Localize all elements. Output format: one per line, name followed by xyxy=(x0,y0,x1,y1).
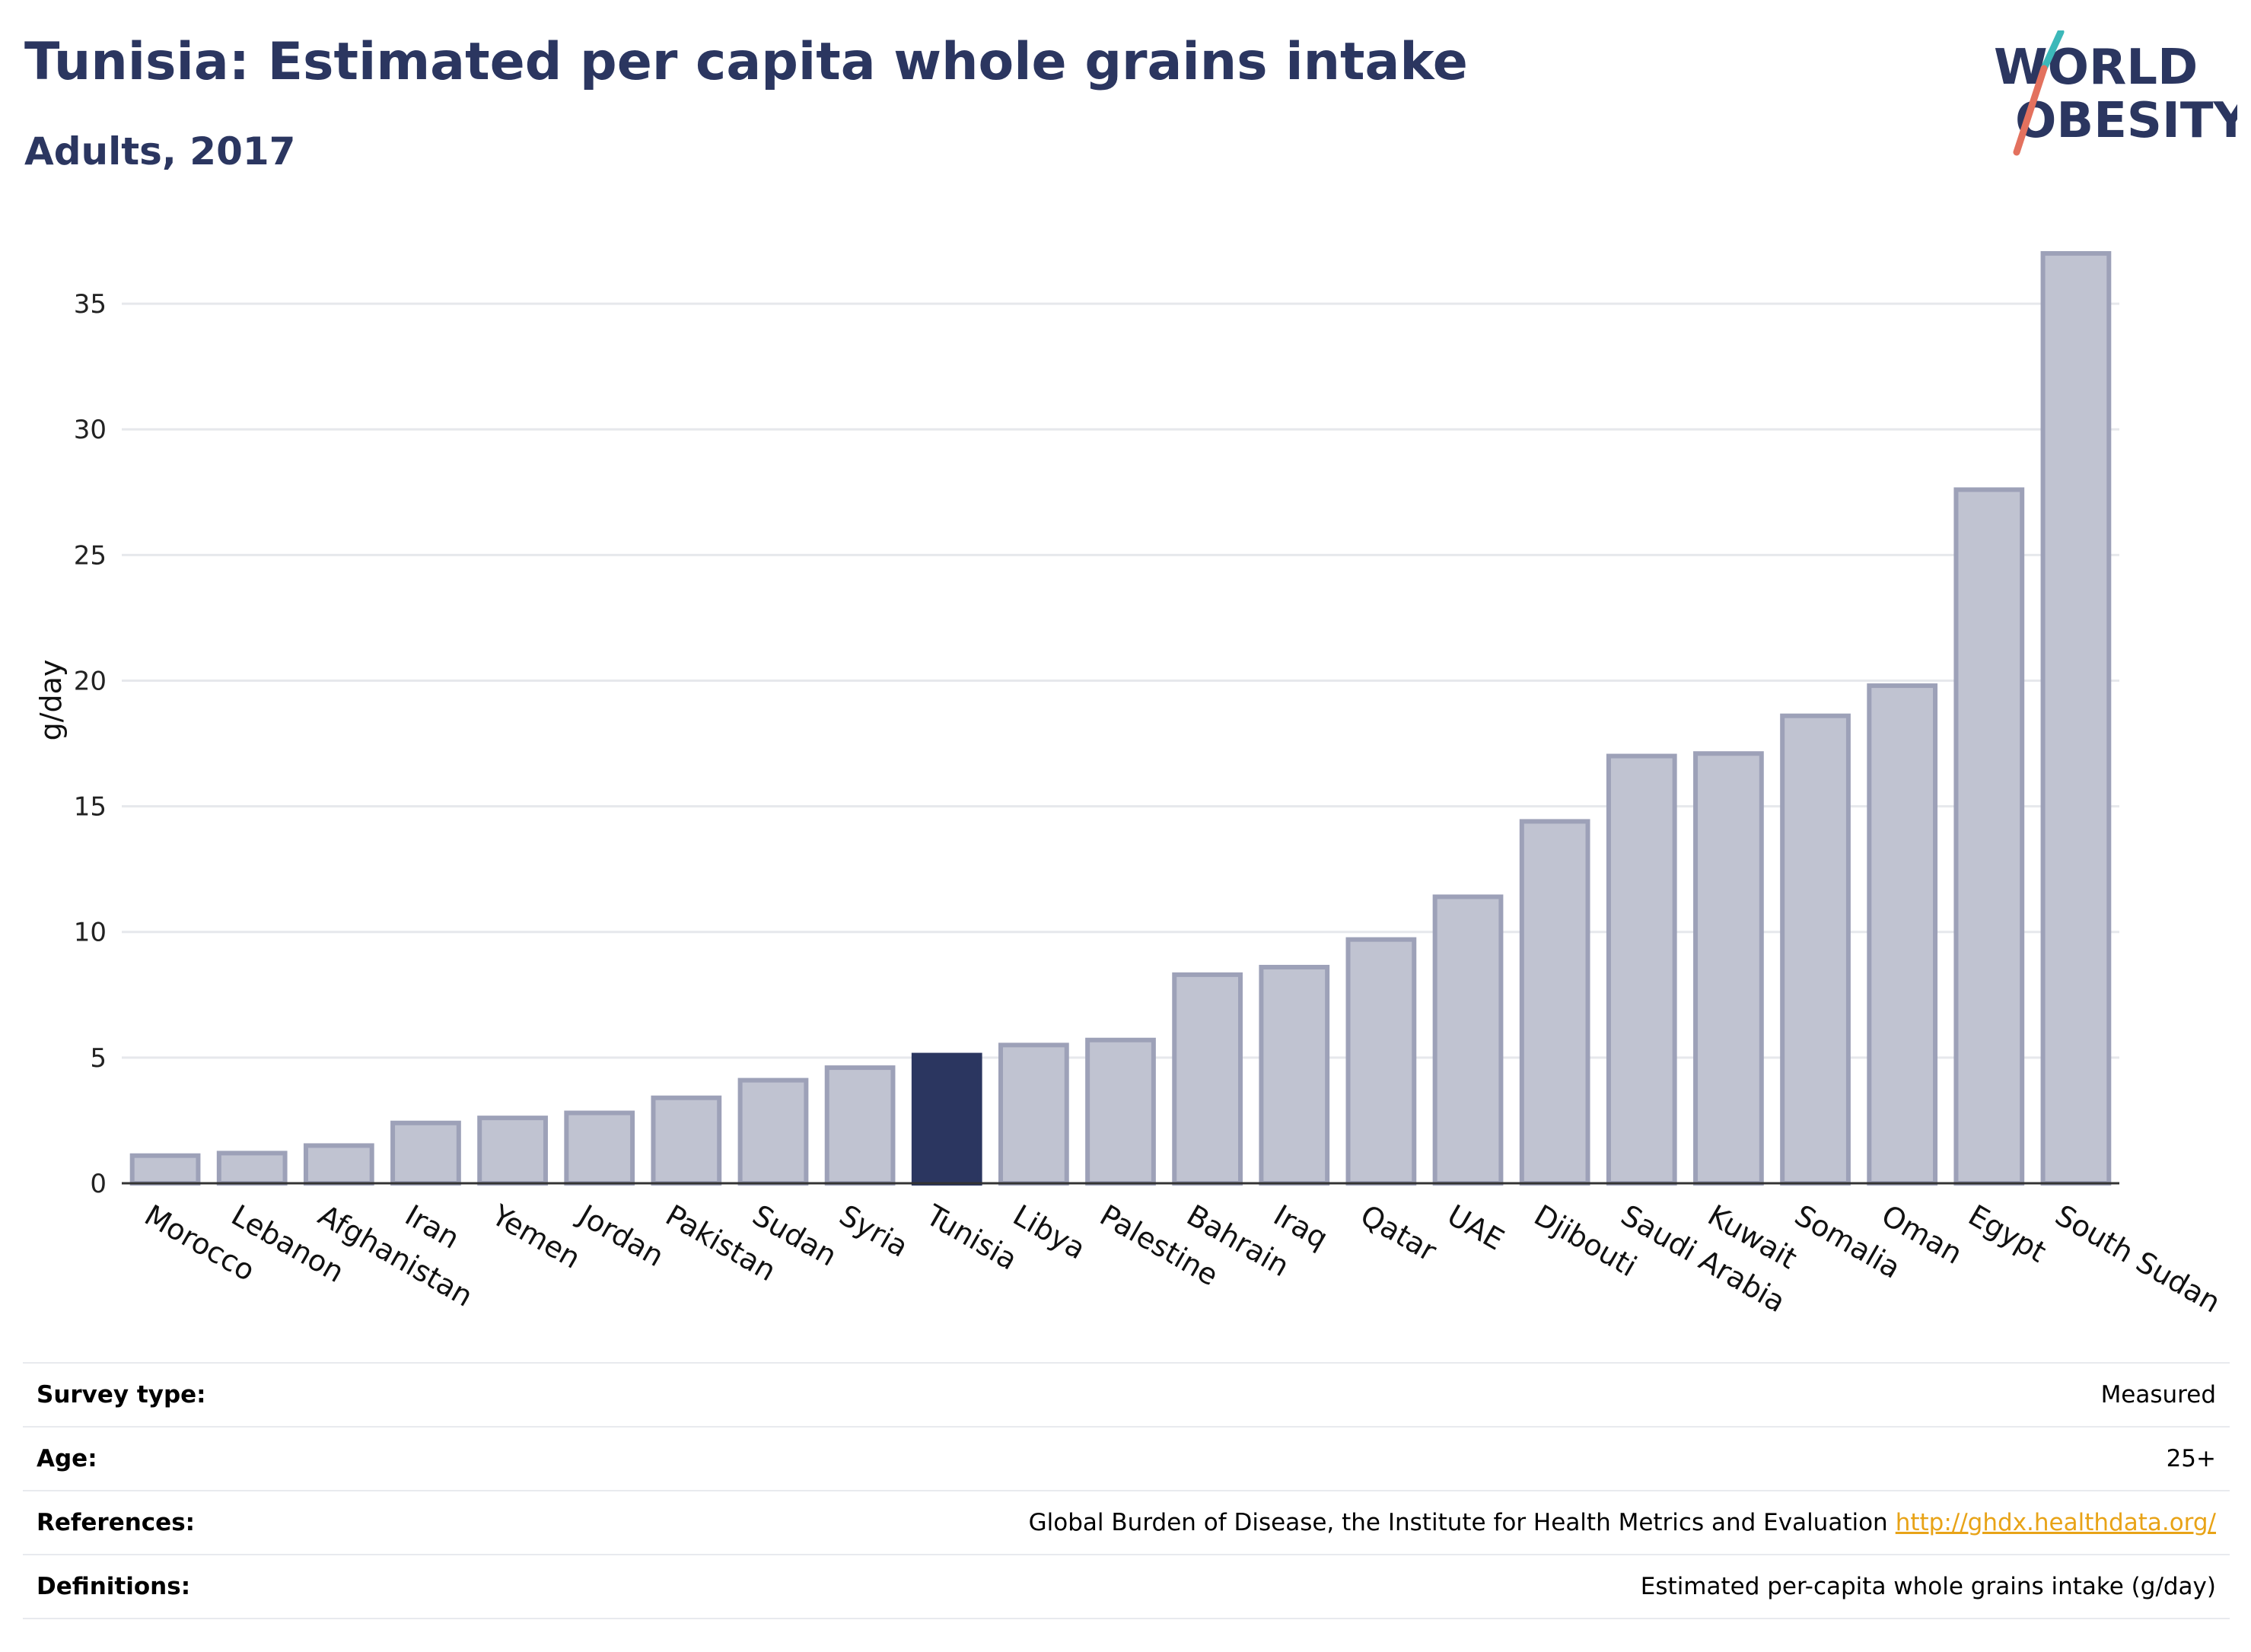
bar-pakistan[interactable] xyxy=(651,1095,722,1186)
grid-lines xyxy=(122,302,2119,1059)
bar-yemen[interactable] xyxy=(477,1116,548,1186)
bar-qatar[interactable] xyxy=(1345,937,1417,1186)
y-tick-label: 10 xyxy=(74,918,107,948)
meta-row: Age: 25+ xyxy=(23,1426,2230,1490)
y-tick-label: 25 xyxy=(74,540,107,571)
bar-kuwait[interactable] xyxy=(1693,751,1764,1186)
meta-key: Survey type: xyxy=(37,1381,206,1408)
bar-uae[interactable] xyxy=(1432,894,1504,1186)
bar-afghanistan[interactable] xyxy=(303,1143,374,1186)
x-tick-label: South Sudan xyxy=(2049,1198,2226,1319)
bar-iran[interactable] xyxy=(390,1120,461,1186)
y-tick-label: 0 xyxy=(90,1169,107,1199)
y-tick-label: 35 xyxy=(74,289,107,320)
meta-value: 25+ xyxy=(2167,1445,2230,1472)
reference-link[interactable]: http://ghdx.healthdata.org/ xyxy=(1895,1509,2216,1536)
bar-sudan[interactable] xyxy=(737,1077,809,1186)
y-tick-label: 30 xyxy=(74,415,107,445)
meta-row: Definitions: Estimated per-capita whole g… xyxy=(23,1554,2230,1619)
chart-subtitle: Adults, 2017 xyxy=(24,129,296,173)
metadata-table: Survey type: Measured Age: 25+ References: Gl… xyxy=(23,1362,2230,1619)
meta-value-text: Global Burden of Disease, the Institute … xyxy=(1028,1509,1888,1536)
world-obesity-logo: WORLD OBESITY xyxy=(1994,30,2237,156)
bar-syria[interactable] xyxy=(824,1065,896,1186)
x-tick-label: Libya xyxy=(1008,1198,1091,1266)
bar-palestine[interactable] xyxy=(1085,1037,1156,1186)
y-tick-label: 20 xyxy=(74,666,107,696)
x-tick-label: Syria xyxy=(834,1198,914,1264)
y-tick-label: 5 xyxy=(90,1043,107,1074)
bar-jordan[interactable] xyxy=(564,1110,635,1186)
logo-text-line2: OBESITY xyxy=(2015,93,2237,149)
x-tick-label: Egypt xyxy=(1963,1198,2052,1269)
logo-teal-slash xyxy=(2040,30,2065,72)
meta-key: Age: xyxy=(37,1445,97,1472)
bar-libya[interactable] xyxy=(998,1042,1069,1186)
meta-key: References: xyxy=(37,1509,196,1536)
meta-value: Estimated per-capita whole grains intake… xyxy=(1641,1573,2230,1600)
meta-key: Definitions: xyxy=(37,1573,191,1600)
x-tick-label: Tunisia xyxy=(920,1198,1023,1277)
bars xyxy=(129,251,2112,1186)
bar-south-sudan[interactable] xyxy=(2040,251,2112,1186)
meta-value: Measured xyxy=(2101,1381,2230,1408)
meta-value-text: 25+ xyxy=(2166,1445,2216,1472)
bar-morocco[interactable] xyxy=(129,1153,201,1186)
y-axis-label: g/day xyxy=(34,660,68,741)
x-tick-label: Qatar xyxy=(1355,1198,1442,1268)
meta-value-text: Measured xyxy=(2100,1381,2216,1408)
bar-somalia[interactable] xyxy=(1780,713,1851,1186)
bar-djibouti[interactable] xyxy=(1519,819,1590,1186)
chart-title: Tunisia: Estimated per capita whole grai… xyxy=(24,32,1468,92)
bar-saudi-arabia[interactable] xyxy=(1606,753,1677,1186)
bar-tunisia[interactable] xyxy=(911,1052,982,1186)
logo-coral-slash xyxy=(2013,65,2048,156)
bar-bahrain[interactable] xyxy=(1172,972,1243,1186)
meta-row: References: Global Burden of Disease, the… xyxy=(23,1490,2230,1554)
bar-iraq[interactable] xyxy=(1259,964,1330,1186)
x-tick-label: UAE xyxy=(1442,1198,1510,1257)
bar-lebanon[interactable] xyxy=(216,1151,288,1186)
logo-text-line1: WORLD xyxy=(1994,40,2198,96)
bar-oman[interactable] xyxy=(1867,683,1938,1186)
bar-chart: 05101520253035MoroccoLebanonAfghanistanI… xyxy=(34,251,2226,1319)
meta-value-text: Estimated per-capita whole grains intake… xyxy=(1640,1573,2216,1600)
x-tick-label: Jordan xyxy=(572,1198,669,1274)
meta-row: Survey type: Measured xyxy=(23,1362,2230,1426)
meta-value: Global Burden of Disease, the Institute … xyxy=(1029,1509,2230,1536)
bar-egypt[interactable] xyxy=(1953,487,2025,1186)
y-tick-label: 15 xyxy=(74,792,107,823)
x-tick-label: Yemen xyxy=(486,1198,586,1275)
